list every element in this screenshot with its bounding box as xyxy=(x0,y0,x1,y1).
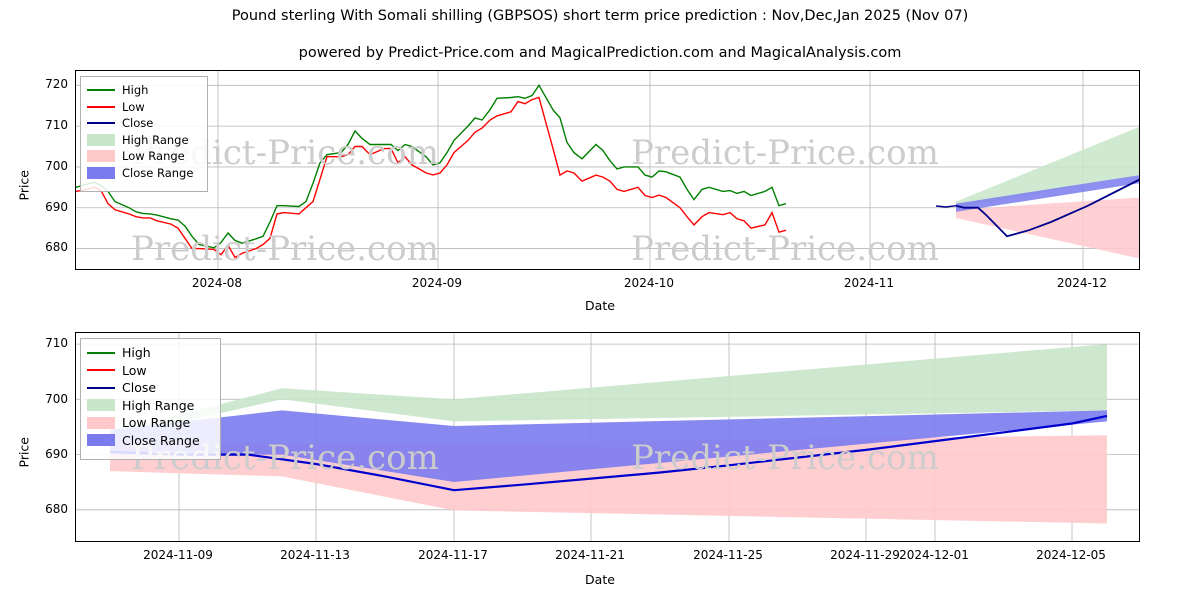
legend-label-low: Low xyxy=(122,99,145,114)
legend-item-close-range: Close Range xyxy=(87,165,200,182)
top-plot-area: Predict-Price.com Predict-Price.com Pred… xyxy=(75,70,1140,270)
top-xaxis-label: Date xyxy=(585,298,615,313)
top-ytick-720: 720 xyxy=(45,77,68,91)
legend-label-close: Close xyxy=(122,116,154,131)
top-close-range-band xyxy=(956,175,1139,212)
legend-item-high: High xyxy=(87,82,200,99)
top-legend: High Low Close High Range Low Range Clos… xyxy=(80,76,208,192)
bottom-legend-key-high-range-patch xyxy=(87,399,115,412)
bottom-legend-key-low-line xyxy=(87,364,115,376)
page-subtitle: powered by Predict-Price.com and Magical… xyxy=(298,45,902,61)
page-title: Pound sterling With Somali shilling (GBP… xyxy=(231,8,969,24)
bottom-legend-label-low: Low xyxy=(122,362,147,378)
bottom-legend-key-close-line xyxy=(87,382,115,394)
bottom-series-close xyxy=(109,414,1108,492)
bottom-legend-item-close: Close xyxy=(87,379,213,397)
legend-label-low-range: Low Range xyxy=(122,149,185,164)
bottom-legend: High Low Close High Range Low Range Clos… xyxy=(80,338,221,460)
bottom-legend-key-low-range-patch xyxy=(87,416,115,429)
bottom-legend-key-high-line xyxy=(87,347,115,359)
bottom-legend-label-high-range: High Range xyxy=(122,397,195,413)
top-chart-svg xyxy=(76,71,1139,269)
bottom-xtick-2024-11-13: 2024-11-13 xyxy=(280,548,350,562)
legend-label-high: High xyxy=(122,83,149,98)
bottom-plot-area: Predict-Price.com Predict-Price.com xyxy=(75,332,1140,542)
legend-key-close-line xyxy=(87,117,115,129)
bottom-xtick-2024-12-05: 2024-12-05 xyxy=(1036,548,1106,562)
top-xtick-2024-12: 2024-12 xyxy=(1056,276,1108,290)
top-series-close xyxy=(955,178,1139,238)
bottom-legend-label-low-range: Low Range xyxy=(122,415,191,431)
bottom-legend-item-high-range: High Range xyxy=(87,397,213,415)
legend-label-close-range: Close Range xyxy=(122,165,194,180)
top-ytick-700: 700 xyxy=(45,159,68,173)
bottom-ytick-680: 680 xyxy=(45,502,68,516)
top-ytick-690: 690 xyxy=(45,200,68,214)
bottom-xtick-2024-11-09: 2024-11-09 xyxy=(143,548,213,562)
legend-key-low-range-patch xyxy=(87,150,115,163)
top-yaxis-label: Price xyxy=(16,170,32,201)
top-high-range-band xyxy=(956,126,1139,208)
legend-item-low: Low xyxy=(87,99,200,116)
bottom-chart-svg xyxy=(76,333,1139,541)
legend-key-high-line xyxy=(87,84,115,96)
bottom-legend-label-high: High xyxy=(122,345,151,361)
bottom-yaxis-label: Price xyxy=(16,437,32,468)
top-ytick-680: 680 xyxy=(45,240,68,254)
bottom-ytick-700: 700 xyxy=(45,392,68,406)
legend-item-high-range: High Range xyxy=(87,132,200,149)
top-gridlines-y xyxy=(76,84,1139,249)
bottom-legend-key-close-range-patch xyxy=(87,434,115,447)
top-gridlines-x xyxy=(217,71,1084,269)
top-ytick-710: 710 xyxy=(45,118,68,132)
top-xtick-2024-08: 2024-08 xyxy=(191,276,243,290)
legend-item-low-range: Low Range xyxy=(87,148,200,165)
top-series-high xyxy=(76,83,787,249)
bottom-xaxis-label: Date xyxy=(585,572,615,587)
top-xtick-2024-10: 2024-10 xyxy=(623,276,675,290)
top-low-range-band xyxy=(956,197,1139,259)
bottom-ytick-710: 710 xyxy=(45,336,68,350)
bottom-legend-item-high: High xyxy=(87,344,213,362)
legend-key-low-line xyxy=(87,101,115,113)
top-xtick-2024-09: 2024-09 xyxy=(411,276,463,290)
top-chart-panel: Predict-Price.com Predict-Price.com Pred… xyxy=(16,70,1140,313)
bottom-legend-item-low: Low xyxy=(87,362,213,380)
top-xtick-2024-11: 2024-11 xyxy=(843,276,895,290)
bottom-high-range-band xyxy=(110,344,1107,438)
bottom-legend-label-close: Close xyxy=(122,380,157,396)
bottom-xtick-2024-11-17: 2024-11-17 xyxy=(418,548,488,562)
bottom-legend-item-low-range: Low Range xyxy=(87,414,213,432)
bottom-legend-label-close-range: Close Range xyxy=(122,432,200,448)
bottom-xtick-2024-11-29: 2024-11-29 xyxy=(830,548,900,562)
bottom-close-range-band xyxy=(110,410,1107,482)
legend-item-close: Close xyxy=(87,115,200,132)
bottom-xtick-2024-12-01: 2024-12-01 xyxy=(899,548,969,562)
bottom-chart-panel: Predict-Price.com Predict-Price.com xyxy=(0,310,1200,600)
legend-key-high-range-patch xyxy=(87,133,115,146)
top-series-low xyxy=(76,96,787,259)
top-series-close-early xyxy=(935,205,957,208)
bottom-xtick-2024-11-25: 2024-11-25 xyxy=(693,548,763,562)
bottom-legend-item-close-range: Close Range xyxy=(87,432,213,450)
bottom-ytick-690: 690 xyxy=(45,447,68,461)
legend-key-close-range-patch xyxy=(87,166,115,179)
legend-label-high-range: High Range xyxy=(122,132,189,147)
bottom-xtick-2024-11-21: 2024-11-21 xyxy=(555,548,625,562)
